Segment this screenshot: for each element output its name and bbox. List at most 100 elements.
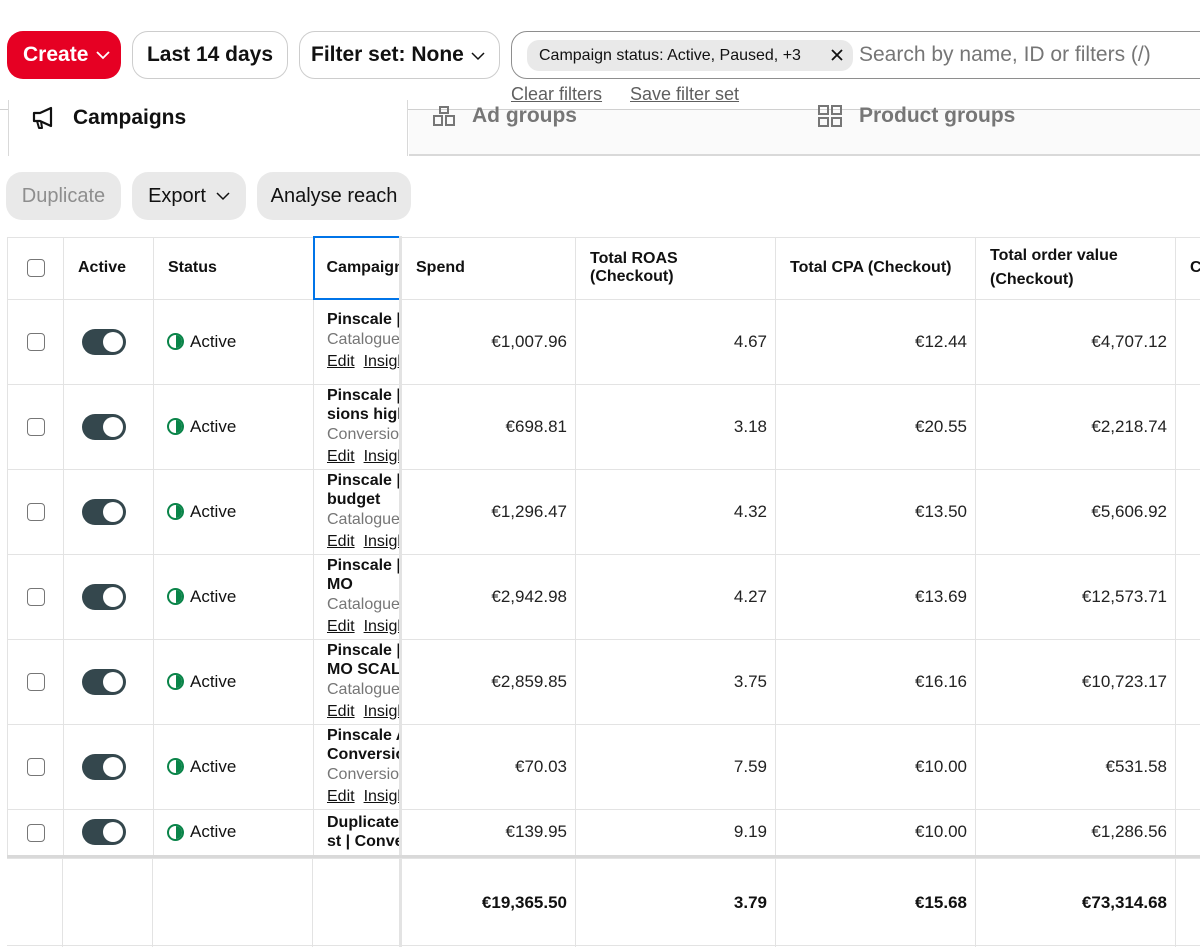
total-order-value-cell: €10,723.17: [975, 638, 1176, 725]
cpa-cell: €10.00: [775, 808, 976, 856]
date-range-button[interactable]: Last 14 days: [132, 31, 288, 79]
column-header-campaign-name[interactable]: Campaign name: [312, 236, 402, 300]
insights-link[interactable]: Insights: [363, 787, 400, 805]
table-row[interactable]: Active Duplicate st | Conve €139.95 9.19 €10.…: [7, 808, 1200, 856]
row-checkbox[interactable]: [26, 758, 45, 777]
status-indicator: Active: [154, 587, 313, 607]
campaign-name-link[interactable]: Duplicate: [327, 814, 399, 831]
active-toggle-cell: [63, 468, 154, 555]
campaign-name-line: sions high: [327, 405, 399, 423]
row-select-cell: [7, 383, 64, 470]
roas-cell: 9.19: [575, 808, 776, 856]
tab-label: Campaigns: [73, 106, 187, 129]
campaign-type: Catalogue: [327, 331, 400, 349]
duplicate-button-label: Duplicate: [21, 184, 106, 207]
table-row[interactable]: Active Pinscale | budget Catalogue Edit Insig…: [7, 468, 1200, 555]
active-toggle[interactable]: [82, 753, 126, 780]
insights-link[interactable]: Insights: [363, 617, 400, 635]
active-toggle[interactable]: [82, 498, 126, 525]
edit-link[interactable]: Edit: [327, 702, 355, 720]
campaign-name-link[interactable]: Pinscale A: [327, 726, 399, 744]
campaign-name-link[interactable]: Pinscale |: [327, 556, 399, 574]
status-active-icon: [167, 503, 184, 520]
table-row[interactable]: Active Pinscale | Catalogue Edit Insights€1,…: [7, 298, 1200, 385]
search-filter-bar[interactable]: Campaign status: Active, Paused, +3 Sear…: [511, 31, 1200, 79]
create-button[interactable]: Create: [7, 31, 121, 79]
column-header-roas[interactable]: Total ROAS (Checkout): [575, 236, 776, 300]
campaign-name-link[interactable]: Pinscale |: [327, 641, 399, 659]
totals-row: €19,365.50 3.79 €15.68 €73,314.68: [7, 858, 1200, 947]
row-checkbox[interactable]: [26, 823, 45, 842]
edit-link[interactable]: Edit: [327, 532, 355, 550]
column-header-active[interactable]: Active: [63, 236, 154, 300]
clear-filters-link[interactable]: Clear filters: [511, 84, 603, 104]
status-indicator: Active: [155, 822, 313, 842]
campaign-name-link[interactable]: Pinscale |: [327, 311, 399, 329]
campaign-name-link[interactable]: Pinscale |: [327, 386, 399, 404]
campaign-type: Conversions: [327, 425, 400, 443]
filter-chip-campaign-status[interactable]: Campaign status: Active, Paused, +3: [527, 40, 853, 71]
totals-cell: [313, 859, 402, 947]
edit-link[interactable]: Edit: [327, 787, 355, 805]
extra-cell: [1175, 383, 1200, 470]
tab-ad-groups[interactable]: Ad groups: [432, 104, 577, 128]
active-toggle[interactable]: [82, 413, 126, 440]
insights-link[interactable]: Insights: [363, 702, 400, 720]
active-toggle-cell: [63, 553, 154, 640]
roas-cell: 4.32: [575, 468, 776, 555]
status-cell: Active: [153, 468, 314, 555]
insights-link[interactable]: Insights: [363, 447, 400, 465]
active-toggle[interactable]: [82, 328, 126, 355]
select-all-checkbox[interactable]: [26, 258, 45, 277]
close-icon[interactable]: [829, 47, 845, 63]
active-toggle[interactable]: [82, 668, 126, 695]
status-indicator: Active: [154, 757, 313, 777]
edit-link[interactable]: Edit: [327, 353, 355, 371]
total-order-value-cell: €531.58: [975, 723, 1176, 810]
analyse-reach-button[interactable]: Analyse reach: [257, 172, 411, 220]
spend-cell: €1,296.47: [399, 468, 576, 555]
campaigns-table: Active Status Campaign name Spend Total …: [7, 236, 1200, 946]
active-toggle[interactable]: [82, 819, 126, 845]
insights-link[interactable]: Insights: [363, 532, 400, 550]
column-header-status[interactable]: Status: [153, 236, 314, 300]
column-header-total-order-value[interactable]: Total order value (Checkout): [975, 236, 1176, 300]
edit-link[interactable]: Edit: [327, 447, 355, 465]
row-checkbox[interactable]: [26, 418, 45, 437]
table-row[interactable]: Active Pinscale AConversio Conversions Edit…: [7, 723, 1200, 810]
column-header-cpa[interactable]: Total CPA (Checkout): [775, 236, 976, 300]
active-toggle-cell: [63, 383, 154, 470]
row-checkbox[interactable]: [26, 588, 45, 607]
edit-link[interactable]: Edit: [327, 617, 355, 635]
column-header-spend[interactable]: Spend: [399, 236, 576, 300]
status-cell: Active: [153, 298, 314, 385]
active-toggle[interactable]: [82, 583, 126, 610]
campaign-name-line: budget: [327, 490, 381, 508]
campaign-name-link[interactable]: Pinscale |: [327, 471, 399, 489]
cpa-cell: €12.44: [775, 298, 976, 385]
insights-link[interactable]: Insights: [363, 353, 400, 371]
row-checkbox[interactable]: [26, 503, 45, 522]
campaign-name-cell: Pinscale |MO Catalogue Edit Insights: [313, 553, 401, 640]
export-button-label: Export: [148, 184, 206, 207]
spend-cell: €70.03: [399, 723, 576, 810]
save-filter-set-link[interactable]: Save filter set: [630, 84, 740, 104]
row-checkbox[interactable]: [26, 333, 45, 352]
totals-divider: [7, 855, 1200, 858]
tab-campaigns[interactable]: Campaigns: [31, 106, 186, 130]
duplicate-button[interactable]: Duplicate: [6, 172, 121, 220]
campaign-name-line: st | Conve: [327, 833, 399, 850]
table-row[interactable]: Active Pinscale |sions high Conversions Edi…: [7, 383, 1200, 470]
tab-product-groups[interactable]: Product groups: [817, 104, 1015, 128]
row-checkbox[interactable]: [26, 673, 45, 692]
search-input[interactable]: Search by name, ID or filters (/): [859, 43, 1151, 66]
spend-cell: €698.81: [399, 383, 576, 470]
column-header-extra[interactable]: C: [1175, 236, 1200, 300]
table-row[interactable]: Active Pinscale | MO SCAL Catalogue Edit Insi…: [7, 638, 1200, 725]
extra-cell: [1175, 468, 1200, 555]
export-button[interactable]: Export: [132, 172, 246, 220]
extra-cell: [1175, 723, 1200, 810]
tab-campaigns-container: [8, 100, 408, 156]
filter-set-dropdown[interactable]: Filter set: None: [299, 31, 500, 79]
